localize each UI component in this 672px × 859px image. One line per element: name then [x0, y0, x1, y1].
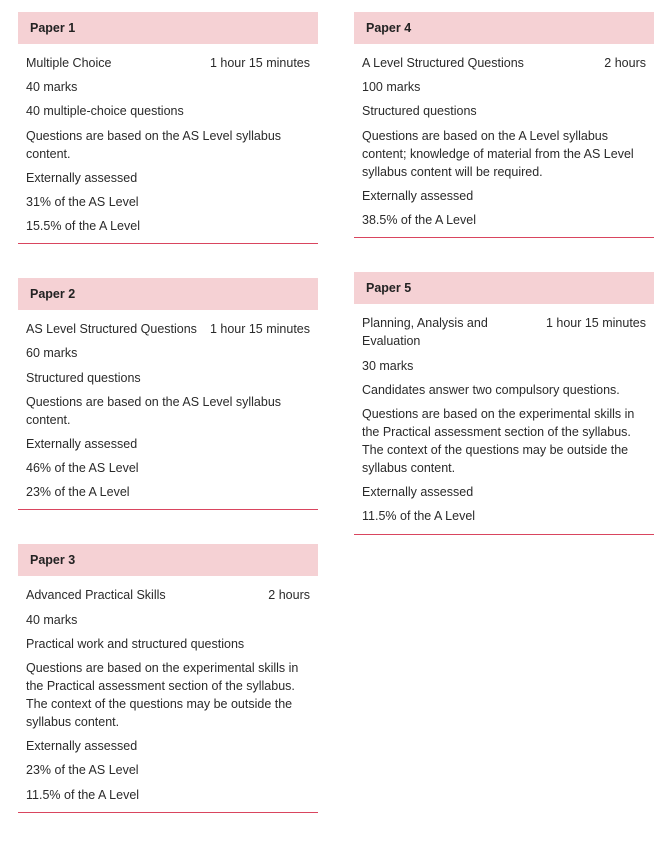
paper-assessed: Externally assessed [362, 483, 646, 501]
paper-duration: 1 hour 15 minutes [210, 54, 310, 72]
paper-top-row: Advanced Practical Skills 2 hours [26, 586, 310, 604]
paper-marks: 100 marks [362, 78, 646, 96]
paper-type: AS Level Structured Questions [26, 320, 198, 338]
paper-basis: Questions are based on the experimental … [362, 405, 646, 478]
paper-top-row: A Level Structured Questions 2 hours [362, 54, 646, 72]
paper-marks: 40 marks [26, 78, 310, 96]
paper-type: A Level Structured Questions [362, 54, 592, 72]
paper-body: Advanced Practical Skills 2 hours 40 mar… [18, 576, 318, 812]
paper-weight-a: 23% of the A Level [26, 483, 310, 501]
paper-title: Paper 5 [354, 272, 654, 304]
paper-basis: Questions are based on the A Level sylla… [362, 127, 646, 181]
paper-duration: 2 hours [604, 54, 646, 72]
paper-format: Structured questions [26, 369, 310, 387]
paper-top-row: AS Level Structured Questions 1 hour 15 … [26, 320, 310, 338]
paper-type: Multiple Choice [26, 54, 198, 72]
paper-weight-a: 38.5% of the A Level [362, 211, 646, 229]
paper-body: Multiple Choice 1 hour 15 minutes 40 mar… [18, 44, 318, 244]
paper-weight-a: 11.5% of the A Level [362, 507, 646, 525]
paper-format: 40 multiple-choice questions [26, 102, 310, 120]
right-column: Paper 4 A Level Structured Questions 2 h… [354, 12, 654, 847]
paper-weight-as: 23% of the AS Level [26, 761, 310, 779]
paper-weight-as: 31% of the AS Level [26, 193, 310, 211]
paper-weight-a: 15.5% of the A Level [26, 217, 310, 235]
paper-top-row: Planning, Analysis and Evaluation 1 hour… [362, 314, 646, 350]
paper-assessed: Externally assessed [26, 435, 310, 453]
paper-basis: Questions are based on the AS Level syll… [26, 127, 310, 163]
left-column: Paper 1 Multiple Choice 1 hour 15 minute… [18, 12, 318, 847]
paper-body: A Level Structured Questions 2 hours 100… [354, 44, 654, 238]
paper-body: AS Level Structured Questions 1 hour 15 … [18, 310, 318, 510]
paper-assessed: Externally assessed [26, 737, 310, 755]
paper-body: Planning, Analysis and Evaluation 1 hour… [354, 304, 654, 534]
paper-marks: 40 marks [26, 611, 310, 629]
paper-duration: 2 hours [268, 586, 310, 604]
paper-marks: 30 marks [362, 357, 646, 375]
paper-card-4: Paper 4 A Level Structured Questions 2 h… [354, 12, 654, 238]
paper-assessed: Externally assessed [362, 187, 646, 205]
paper-top-row: Multiple Choice 1 hour 15 minutes [26, 54, 310, 72]
paper-marks: 60 marks [26, 344, 310, 362]
paper-title: Paper 4 [354, 12, 654, 44]
paper-title: Paper 1 [18, 12, 318, 44]
paper-weight-as: 46% of the AS Level [26, 459, 310, 477]
paper-format: Structured questions [362, 102, 646, 120]
paper-duration: 1 hour 15 minutes [210, 320, 310, 338]
paper-basis: Questions are based on the AS Level syll… [26, 393, 310, 429]
paper-card-1: Paper 1 Multiple Choice 1 hour 15 minute… [18, 12, 318, 244]
paper-assessed: Externally assessed [26, 169, 310, 187]
paper-card-5: Paper 5 Planning, Analysis and Evaluatio… [354, 272, 654, 534]
paper-title: Paper 2 [18, 278, 318, 310]
paper-type: Advanced Practical Skills [26, 586, 256, 604]
paper-title: Paper 3 [18, 544, 318, 576]
paper-format: Candidates answer two compulsory questio… [362, 381, 646, 399]
paper-card-2: Paper 2 AS Level Structured Questions 1 … [18, 278, 318, 510]
paper-format: Practical work and structured questions [26, 635, 310, 653]
paper-columns: Paper 1 Multiple Choice 1 hour 15 minute… [18, 12, 654, 847]
paper-type: Planning, Analysis and Evaluation [362, 314, 534, 350]
paper-duration: 1 hour 15 minutes [546, 314, 646, 332]
paper-weight-a: 11.5% of the A Level [26, 786, 310, 804]
paper-basis: Questions are based on the experimental … [26, 659, 310, 732]
paper-card-3: Paper 3 Advanced Practical Skills 2 hour… [18, 544, 318, 812]
